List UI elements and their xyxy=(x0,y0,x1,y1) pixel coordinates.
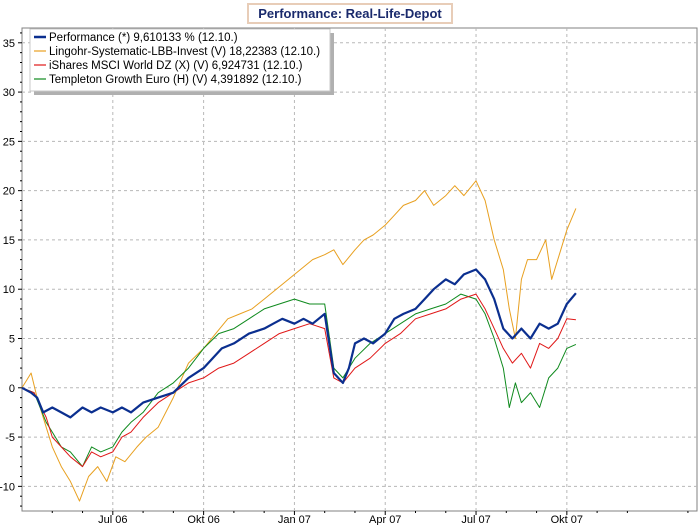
y-tick-label: 25 xyxy=(3,136,15,148)
chart-title: Performance: Real-Life-Depot xyxy=(247,3,453,24)
series-line-3 xyxy=(21,293,577,468)
y-tick-label: -5 xyxy=(5,432,15,444)
x-tick-label: Jan 07 xyxy=(278,514,311,525)
y-tick-label: 20 xyxy=(3,186,15,198)
y-tick-label: -10 xyxy=(0,481,15,493)
legend-entry: Templeton Growth Euro (H) (V) 4,391892 (… xyxy=(49,74,302,86)
y-tick-label: 0 xyxy=(9,383,15,395)
series-line-0 xyxy=(21,268,577,419)
series-line-1 xyxy=(21,180,577,502)
x-tick-label: Jul 07 xyxy=(461,514,490,525)
grid xyxy=(21,27,698,512)
axes: -10 -5 0 5 10 15 20 25 30 35 Jul 06 Okt 06 Jan 07 Apr… xyxy=(0,32,689,525)
y-tick-label: 5 xyxy=(9,334,15,346)
legend-entry: Performance (*) 9,610133 % (12.10.) xyxy=(49,32,238,44)
legend-entry: Lingohr-Systematic-LBB-Invest (V) 18,223… xyxy=(49,46,320,58)
y-tick-label: 35 xyxy=(3,38,15,50)
y-tick-label: 30 xyxy=(3,87,15,99)
plot-area xyxy=(21,27,698,512)
y-tick-label: 15 xyxy=(3,235,15,247)
legend: Performance (*) 9,610133 % (12.10.) Lingo… xyxy=(29,28,334,95)
x-tick-label: Okt 07 xyxy=(551,514,583,525)
x-tick-label: Jul 06 xyxy=(98,514,127,525)
x-tick-label: Apr 07 xyxy=(369,514,401,525)
x-tick-label: Okt 06 xyxy=(187,514,219,525)
legend-entry: iShares MSCI World DZ (X) (V) 6,924731 (… xyxy=(49,60,303,72)
series-line-2 xyxy=(21,293,576,468)
legend-box xyxy=(29,28,331,92)
series-lines xyxy=(21,180,577,502)
y-tick-label: 10 xyxy=(3,284,15,296)
